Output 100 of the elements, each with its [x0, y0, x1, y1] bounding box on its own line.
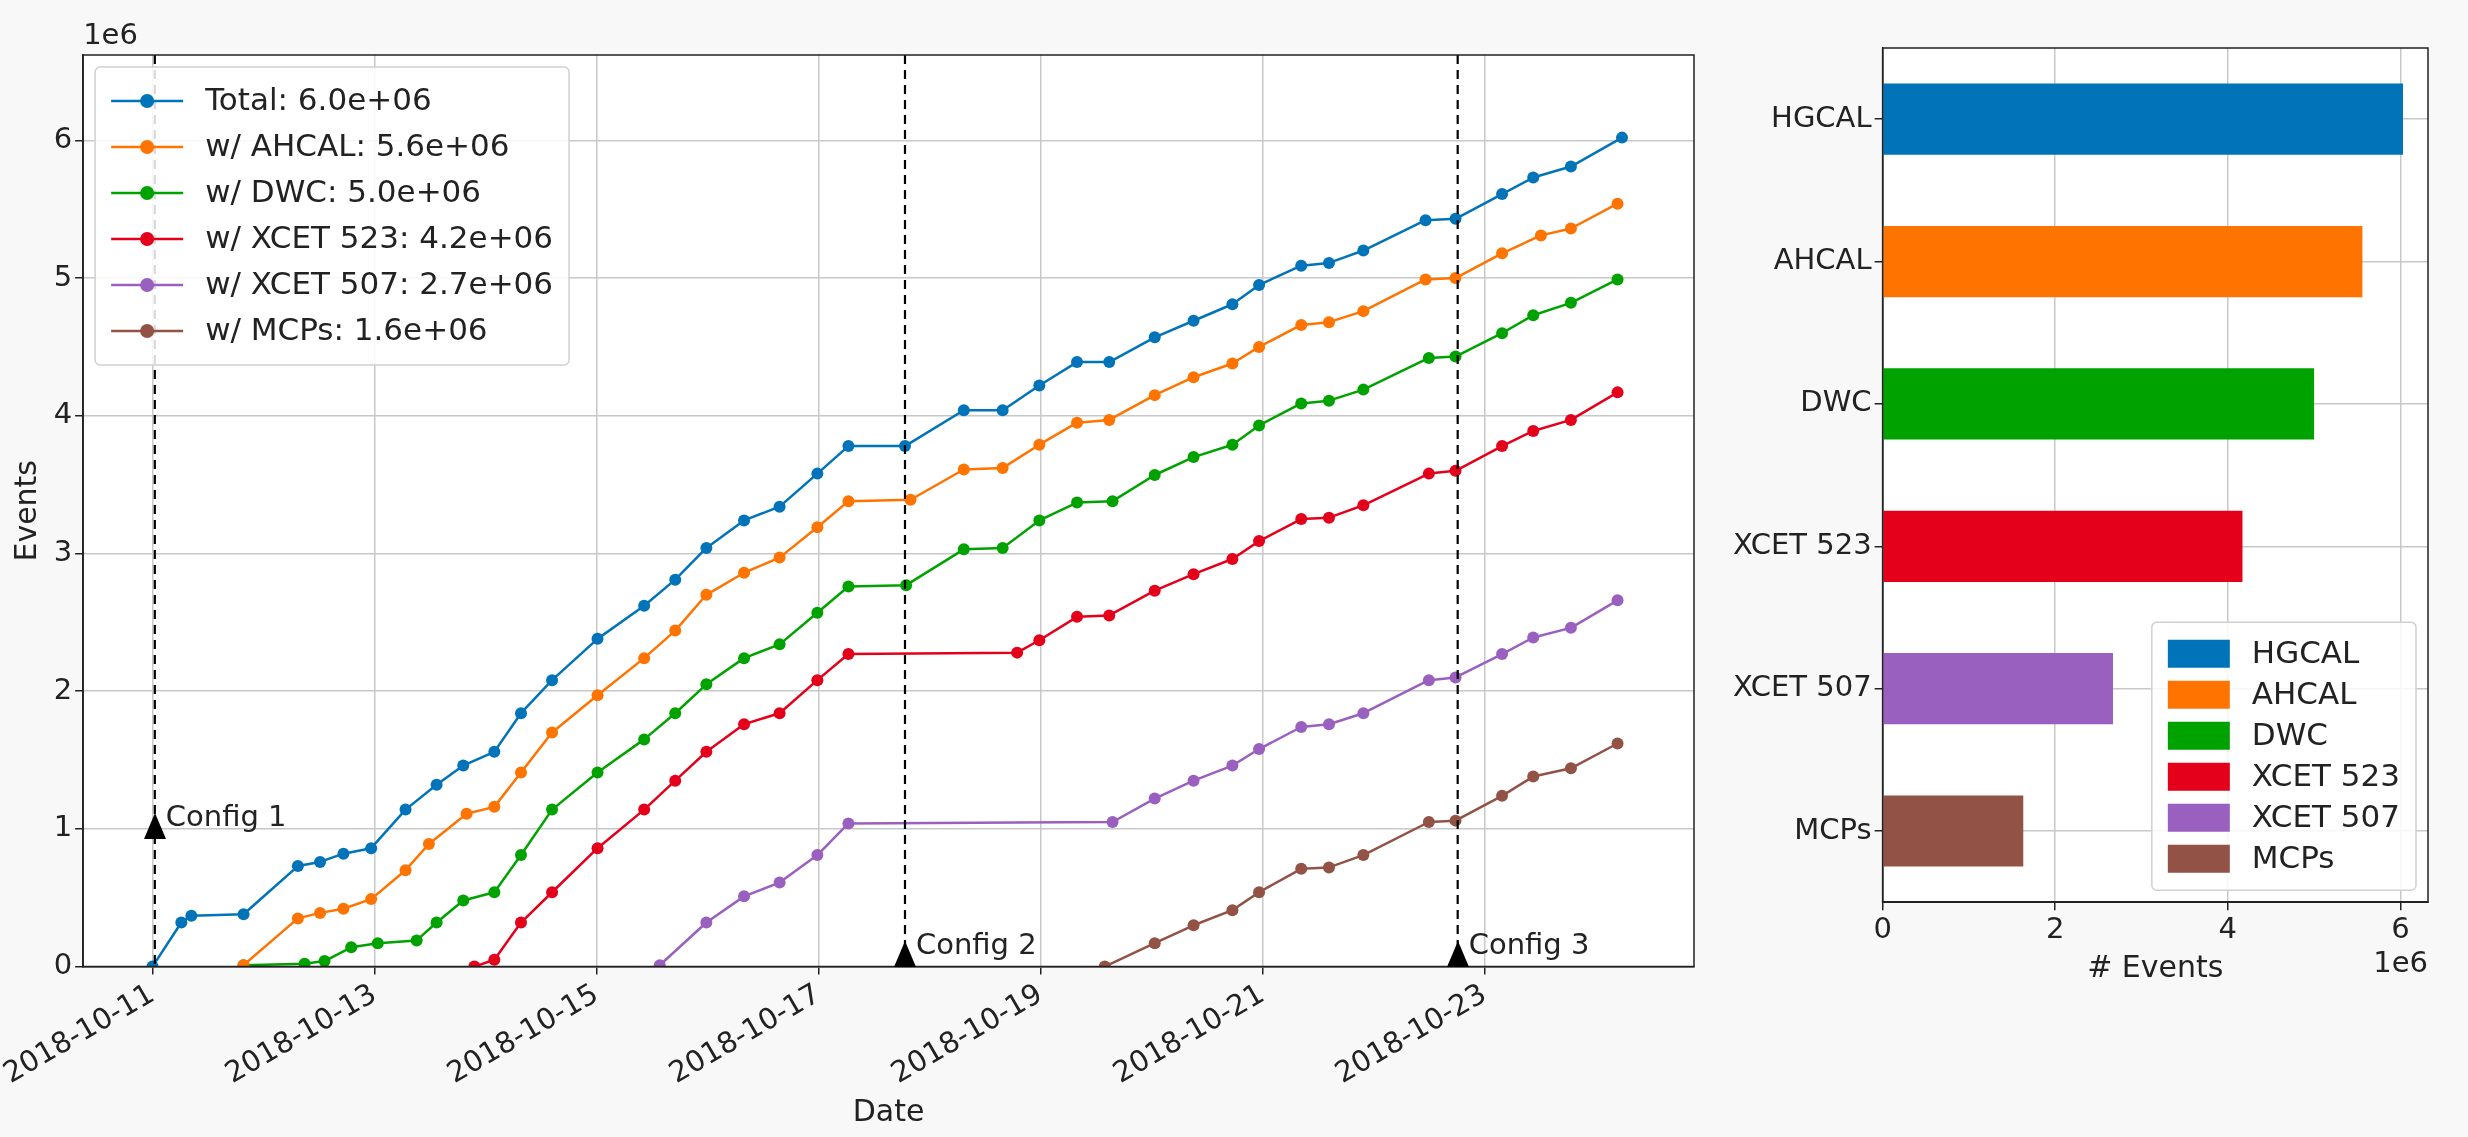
- legend-label: MCPs: [2251, 838, 2335, 875]
- point: [1564, 296, 1577, 309]
- x-tick-label: 2: [2045, 911, 2065, 946]
- point: [811, 467, 824, 480]
- point: [1496, 789, 1509, 802]
- point: [638, 803, 651, 816]
- legend-label: w/ DWC: 5.0e+06: [205, 173, 482, 210]
- y-tick-label: DWC: [1800, 384, 1872, 419]
- point: [957, 463, 970, 476]
- point: [1422, 467, 1435, 480]
- legend-label: Total: 6.0e+06: [204, 81, 432, 118]
- point: [488, 745, 501, 758]
- y-tick-label: HGCAL: [1771, 99, 1872, 134]
- point: [1611, 737, 1624, 750]
- y-tick-label: AHCAL: [1773, 242, 1872, 277]
- point: [1295, 259, 1308, 272]
- point: [1496, 440, 1509, 453]
- point: [185, 909, 198, 922]
- point: [591, 766, 604, 779]
- point: [291, 912, 304, 925]
- point: [1616, 131, 1629, 144]
- point: [669, 624, 682, 637]
- point: [1033, 438, 1046, 451]
- point: [1534, 229, 1547, 242]
- point: [1322, 861, 1335, 874]
- point: [1253, 886, 1266, 899]
- point: [1564, 621, 1577, 634]
- point: [1226, 904, 1239, 917]
- point: [1148, 331, 1161, 344]
- point: [1527, 424, 1540, 437]
- point: [1106, 495, 1119, 508]
- point: [811, 674, 824, 687]
- point: [1357, 383, 1370, 396]
- point: [773, 500, 786, 513]
- point: [460, 807, 473, 820]
- x-axis-title: # Events: [2087, 948, 2224, 984]
- point: [365, 893, 378, 906]
- point: [1187, 451, 1200, 464]
- point: [1071, 610, 1084, 623]
- point: [1253, 419, 1266, 432]
- point: [842, 440, 855, 453]
- point: [773, 638, 786, 651]
- point: [1226, 438, 1239, 451]
- point: [422, 838, 435, 851]
- point: [457, 759, 470, 772]
- point: [1253, 743, 1266, 756]
- point: [700, 588, 713, 601]
- point: [738, 890, 751, 903]
- legend-label: w/ XCET 507: 2.7e+06: [205, 265, 554, 302]
- point: [811, 521, 824, 534]
- point: [1187, 371, 1200, 384]
- point: [430, 916, 443, 929]
- point: [515, 916, 527, 929]
- point: [1295, 720, 1308, 733]
- point: [1295, 318, 1308, 331]
- legend-label: w/ MCPs: 1.6e+06: [205, 311, 488, 348]
- point: [738, 514, 751, 527]
- point: [1148, 937, 1161, 950]
- point: [430, 778, 443, 791]
- point: [1148, 584, 1161, 597]
- point: [738, 652, 751, 665]
- point: [546, 674, 559, 687]
- point: [996, 404, 1009, 417]
- point: [1226, 298, 1239, 311]
- y-tick-label: 0: [53, 947, 73, 982]
- point: [1496, 327, 1509, 340]
- point: [399, 803, 412, 816]
- point: [1033, 634, 1046, 647]
- annotation: Config 1: [165, 798, 287, 833]
- point: [1071, 416, 1084, 429]
- point: [1527, 631, 1540, 644]
- point: [957, 404, 970, 417]
- y-tick-label: 3: [53, 534, 73, 569]
- point: [1295, 862, 1308, 875]
- point: [1226, 552, 1239, 565]
- point: [1419, 214, 1432, 227]
- point: [1187, 568, 1200, 581]
- point: [1496, 247, 1509, 260]
- legend-label: XCET 523: [2251, 756, 2401, 793]
- point: [669, 774, 682, 787]
- point: [399, 864, 412, 877]
- point: [1103, 609, 1116, 622]
- legend-label: DWC: [2251, 715, 2328, 752]
- point: [1357, 305, 1370, 318]
- y-tick-label: MCPs: [1794, 811, 1872, 846]
- point: [996, 541, 1009, 554]
- point: [298, 957, 311, 967]
- point: [365, 842, 378, 855]
- point: [1422, 351, 1435, 364]
- legend-label: HGCAL: [2251, 633, 2361, 670]
- point: [1564, 160, 1577, 173]
- point: [1564, 413, 1577, 426]
- point: [957, 543, 970, 556]
- point: [1103, 413, 1116, 426]
- text: 1e6: [83, 17, 138, 52]
- point: [638, 599, 651, 612]
- point: [638, 733, 651, 746]
- point: [515, 849, 527, 862]
- point: [291, 860, 304, 873]
- point: [337, 902, 350, 915]
